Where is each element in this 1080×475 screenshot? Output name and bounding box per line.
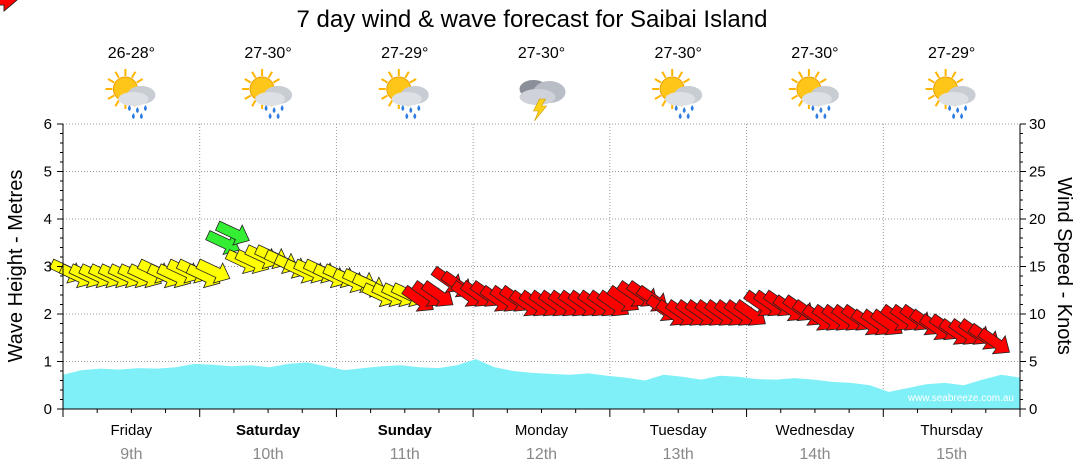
watermark: www.seabreeze.com.au (907, 393, 1014, 404)
day-date-label: 11th (390, 446, 420, 463)
y-left-tick-label: 6 (44, 116, 52, 133)
day-temp-label: 27-30° (518, 45, 565, 62)
wave-height-area (63, 359, 1020, 409)
sun-cloud-rain-icon (652, 69, 703, 119)
day-date-label: 15th (936, 446, 967, 463)
day-name-label: Thursday (920, 422, 983, 439)
day-name-label: Sunday (378, 422, 433, 439)
day-temp-label: 27-29° (381, 45, 428, 62)
y-right-tick-label: 25 (1029, 164, 1046, 181)
wind-arrow (977, 327, 1011, 355)
day-name-label: Wednesday (775, 422, 854, 439)
day-temp-label: 27-30° (244, 45, 291, 62)
sun-cloud-rain-icon (105, 69, 156, 119)
day-temp-label: 26-28° (108, 45, 155, 62)
day-date-label: 10th (253, 446, 284, 463)
wind-arrow (0, 0, 18, 12)
y-right-tick-label: 10 (1029, 306, 1046, 323)
day-temp-label: 27-30° (791, 45, 838, 62)
wind-arrow (733, 299, 766, 326)
y-right-axis-label: Wind Speed - Knots (1053, 177, 1075, 355)
day-date-label: 9th (120, 446, 142, 463)
y-left-tick-label: 2 (44, 306, 52, 323)
sun-cloud-rain-icon (242, 69, 293, 119)
y-left-axis-label: Wave Height - Metres (5, 170, 27, 363)
day-temp-label: 27-29° (928, 45, 975, 62)
wind-arrow (214, 220, 250, 246)
sun-cloud-rain-icon (925, 69, 976, 119)
wind-arrow (195, 258, 231, 284)
y-right-tick-label: 30 (1029, 116, 1046, 133)
y-left-tick-label: 4 (44, 211, 52, 228)
y-right-tick-label: 15 (1029, 259, 1046, 276)
day-name-label: Saturday (236, 422, 301, 439)
day-name-label: Tuesday (650, 422, 707, 439)
y-right-tick-label: 5 (1029, 354, 1037, 371)
chart-title: 7 day wind & wave forecast for Saibai Is… (297, 6, 768, 33)
y-left-tick-label: 0 (44, 401, 52, 418)
day-date-label: 13th (663, 446, 694, 463)
day-date-label: 12th (526, 446, 557, 463)
y-left-tick-label: 5 (44, 164, 52, 181)
sun-cloud-rain-icon (788, 69, 839, 119)
day-temp-label: 27-30° (655, 45, 702, 62)
y-left-tick-label: 1 (44, 354, 52, 371)
y-left-tick-label: 3 (44, 259, 52, 276)
storm-cloud-icon (519, 80, 566, 122)
day-date-label: 14th (799, 446, 830, 463)
day-name-label: Monday (515, 422, 569, 439)
y-right-tick-label: 20 (1029, 211, 1046, 228)
y-right-tick-label: 0 (1029, 401, 1037, 418)
day-name-label: Friday (111, 422, 153, 439)
sun-cloud-rain-icon (378, 69, 429, 119)
